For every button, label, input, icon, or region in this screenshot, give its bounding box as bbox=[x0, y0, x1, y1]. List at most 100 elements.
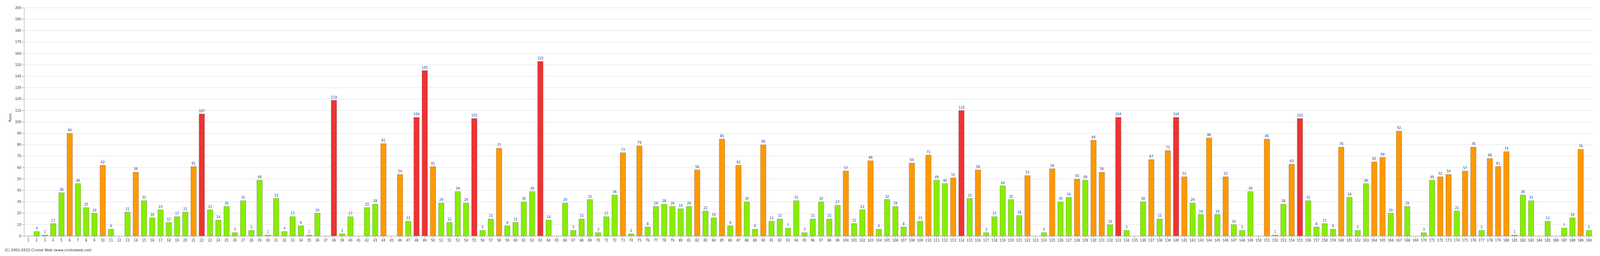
svg-text:130: 130 bbox=[15, 85, 22, 90]
svg-text:76: 76 bbox=[645, 238, 650, 243]
svg-text:13: 13 bbox=[769, 216, 774, 220]
svg-text:103: 103 bbox=[471, 113, 478, 118]
svg-text:140: 140 bbox=[1173, 238, 1179, 243]
svg-text:15: 15 bbox=[488, 214, 493, 218]
svg-text:5: 5 bbox=[1587, 225, 1590, 229]
svg-text:57: 57 bbox=[843, 166, 848, 170]
svg-text:42: 42 bbox=[364, 238, 369, 243]
svg-text:133: 133 bbox=[1115, 238, 1122, 243]
svg-text:6: 6 bbox=[753, 224, 756, 228]
svg-text:9: 9 bbox=[300, 221, 302, 225]
svg-text:176: 176 bbox=[1470, 238, 1477, 243]
svg-text:10: 10 bbox=[1108, 219, 1113, 224]
svg-text:85: 85 bbox=[1264, 134, 1269, 138]
svg-text:200: 200 bbox=[15, 6, 22, 10]
svg-text:5: 5 bbox=[60, 238, 63, 243]
svg-text:161: 161 bbox=[1346, 238, 1353, 243]
svg-text:3: 3 bbox=[233, 227, 236, 232]
svg-text:170: 170 bbox=[15, 40, 22, 44]
svg-text:137: 137 bbox=[1148, 238, 1155, 243]
svg-text:61: 61 bbox=[191, 161, 196, 166]
svg-text:51: 51 bbox=[951, 173, 956, 177]
svg-text:22: 22 bbox=[1454, 206, 1459, 210]
svg-text:147: 147 bbox=[1230, 238, 1237, 243]
svg-text:44: 44 bbox=[1000, 181, 1005, 185]
svg-text:65: 65 bbox=[1372, 157, 1377, 161]
svg-text:3: 3 bbox=[1042, 227, 1045, 232]
svg-text:98: 98 bbox=[827, 238, 832, 243]
svg-text:76: 76 bbox=[1578, 144, 1583, 149]
svg-text:63: 63 bbox=[1289, 159, 1294, 163]
svg-text:114: 114 bbox=[958, 238, 965, 243]
svg-text:30: 30 bbox=[1058, 196, 1063, 201]
svg-text:56: 56 bbox=[1100, 167, 1104, 171]
svg-text:25: 25 bbox=[224, 238, 229, 243]
svg-text:110: 110 bbox=[925, 238, 932, 243]
svg-text:31: 31 bbox=[1306, 195, 1311, 200]
svg-text:26: 26 bbox=[232, 238, 237, 243]
svg-text:21: 21 bbox=[125, 207, 130, 211]
svg-text:58: 58 bbox=[695, 165, 700, 169]
svg-text:128: 128 bbox=[1073, 238, 1080, 243]
svg-text:46: 46 bbox=[76, 178, 81, 183]
svg-text:162: 162 bbox=[1354, 238, 1361, 243]
svg-text:46: 46 bbox=[942, 178, 947, 183]
svg-text:9: 9 bbox=[729, 221, 732, 225]
svg-text:20: 20 bbox=[183, 238, 188, 243]
svg-text:107: 107 bbox=[198, 109, 205, 113]
svg-text:16: 16 bbox=[1570, 212, 1575, 217]
svg-text:3: 3 bbox=[1422, 227, 1425, 232]
svg-text:129: 129 bbox=[1082, 238, 1088, 243]
svg-text:26: 26 bbox=[1405, 201, 1410, 206]
svg-text:49: 49 bbox=[1430, 175, 1434, 179]
svg-text:11: 11 bbox=[1322, 218, 1327, 223]
svg-text:190: 190 bbox=[1585, 238, 1592, 243]
svg-text:151: 151 bbox=[1263, 238, 1270, 243]
svg-text:5: 5 bbox=[1241, 225, 1243, 229]
svg-text:15: 15 bbox=[810, 214, 815, 218]
svg-text:90: 90 bbox=[17, 131, 22, 136]
svg-text:130: 130 bbox=[1090, 238, 1097, 243]
svg-text:54: 54 bbox=[398, 169, 402, 174]
svg-text:152: 152 bbox=[1272, 238, 1279, 243]
svg-text:46: 46 bbox=[1364, 178, 1368, 183]
svg-text:32: 32 bbox=[885, 194, 890, 199]
svg-text:64: 64 bbox=[546, 238, 551, 243]
svg-text:12: 12 bbox=[447, 217, 452, 222]
svg-text:132: 132 bbox=[1107, 238, 1113, 243]
svg-text:4: 4 bbox=[283, 226, 286, 231]
svg-text:29: 29 bbox=[257, 238, 262, 243]
svg-text:104: 104 bbox=[875, 238, 882, 243]
svg-text:17: 17 bbox=[992, 211, 997, 216]
svg-text:131: 131 bbox=[1098, 238, 1105, 243]
svg-text:29: 29 bbox=[439, 198, 444, 202]
svg-text:17: 17 bbox=[290, 211, 295, 216]
svg-text:106: 106 bbox=[892, 238, 899, 243]
svg-text:49: 49 bbox=[934, 175, 939, 179]
svg-text:73: 73 bbox=[621, 148, 625, 152]
svg-text:168: 168 bbox=[1404, 238, 1411, 243]
svg-text:3: 3 bbox=[597, 227, 600, 232]
svg-text:50: 50 bbox=[1075, 174, 1079, 178]
svg-text:87: 87 bbox=[736, 238, 741, 243]
svg-text:48: 48 bbox=[414, 238, 419, 243]
svg-text:49: 49 bbox=[422, 238, 427, 243]
svg-text:19: 19 bbox=[175, 238, 179, 243]
svg-text:101: 101 bbox=[851, 238, 858, 243]
svg-text:180: 180 bbox=[1503, 238, 1509, 243]
svg-text:163: 163 bbox=[1362, 238, 1369, 243]
svg-text:25: 25 bbox=[364, 202, 369, 207]
svg-text:39: 39 bbox=[455, 186, 460, 191]
svg-text:10: 10 bbox=[100, 238, 105, 243]
svg-text:81: 81 bbox=[686, 238, 691, 243]
svg-text:23: 23 bbox=[207, 238, 212, 243]
svg-text:89: 89 bbox=[753, 238, 758, 243]
svg-text:2: 2 bbox=[630, 228, 633, 233]
svg-text:100: 100 bbox=[15, 120, 22, 124]
svg-text:30: 30 bbox=[17, 200, 22, 204]
svg-text:75: 75 bbox=[1166, 145, 1170, 150]
svg-text:41: 41 bbox=[356, 238, 361, 243]
svg-text:145: 145 bbox=[1214, 238, 1221, 243]
svg-text:77: 77 bbox=[497, 143, 502, 147]
svg-text:4: 4 bbox=[51, 238, 54, 243]
